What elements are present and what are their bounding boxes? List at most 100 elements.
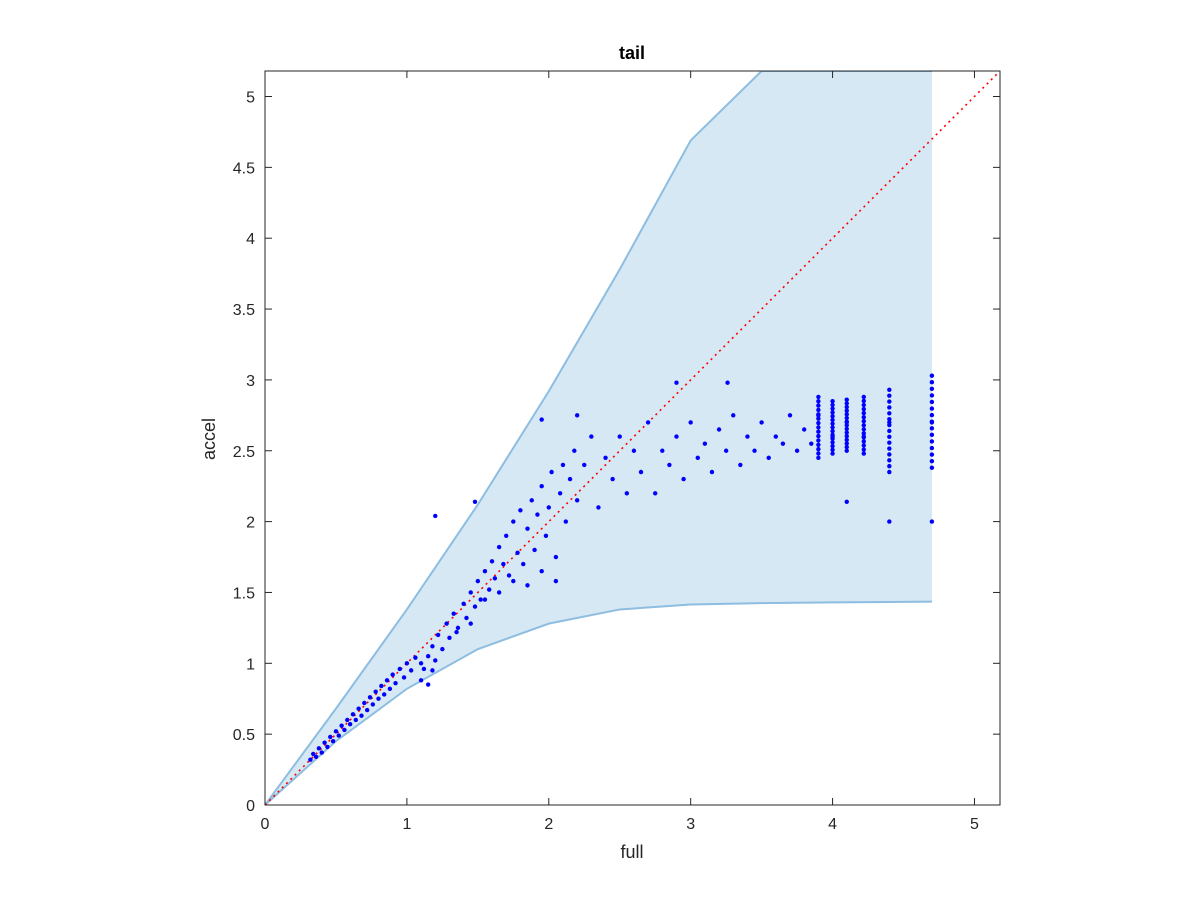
data-point xyxy=(342,727,347,733)
data-point xyxy=(725,380,730,385)
data-point xyxy=(830,451,835,456)
data-point xyxy=(929,439,935,444)
data-point xyxy=(404,661,410,666)
data-point xyxy=(816,446,821,452)
data-point xyxy=(929,426,935,431)
data-point xyxy=(929,519,935,524)
chart-title: tail xyxy=(619,43,645,63)
data-point xyxy=(830,402,835,408)
data-point xyxy=(816,420,821,426)
data-point xyxy=(844,448,849,453)
data-point xyxy=(844,441,849,446)
data-point xyxy=(356,706,361,711)
data-point xyxy=(478,597,483,602)
data-point xyxy=(435,632,441,638)
data-point xyxy=(553,578,559,584)
data-point xyxy=(844,437,849,443)
data-point xyxy=(418,661,424,666)
data-point xyxy=(861,414,866,420)
data-point xyxy=(844,404,849,410)
data-point xyxy=(816,455,821,461)
data-point xyxy=(861,427,866,432)
data-point xyxy=(603,455,608,461)
data-point xyxy=(359,713,364,718)
y-axis-label: accel xyxy=(199,418,219,460)
y-tick-label: 5 xyxy=(246,90,255,107)
data-point xyxy=(574,413,580,418)
data-point xyxy=(830,440,835,445)
data-point xyxy=(433,658,438,663)
data-point xyxy=(861,423,866,428)
data-point xyxy=(830,436,835,441)
data-point xyxy=(844,412,849,417)
data-point xyxy=(929,432,935,438)
data-point xyxy=(830,406,835,411)
data-point xyxy=(830,425,835,430)
data-point xyxy=(370,702,376,707)
data-point xyxy=(816,399,821,404)
data-point xyxy=(830,413,835,419)
data-point xyxy=(421,666,427,672)
data-point xyxy=(830,447,835,453)
data-point xyxy=(367,695,373,700)
data-point xyxy=(539,568,544,574)
y-tick-label: 4.5 xyxy=(233,160,255,177)
data-point xyxy=(816,429,821,434)
data-point xyxy=(539,483,544,489)
data-point xyxy=(390,672,395,677)
data-point xyxy=(379,683,384,689)
data-point xyxy=(589,434,594,439)
data-point xyxy=(454,629,459,635)
data-point xyxy=(887,434,892,439)
data-point xyxy=(440,646,445,652)
data-point xyxy=(543,533,549,538)
data-point xyxy=(336,733,341,738)
data-point xyxy=(645,420,651,425)
data-point xyxy=(472,499,478,504)
data-point xyxy=(316,746,322,751)
data-point xyxy=(830,421,835,426)
data-point xyxy=(929,452,935,457)
data-point xyxy=(496,590,502,595)
x-tick-label: 3 xyxy=(686,816,695,833)
data-point xyxy=(752,448,757,453)
data-point xyxy=(373,689,378,694)
data-point xyxy=(322,740,327,745)
data-point xyxy=(731,413,736,418)
data-point xyxy=(455,625,461,631)
data-point xyxy=(482,597,488,602)
data-point xyxy=(702,441,708,446)
data-point xyxy=(844,430,849,435)
data-point xyxy=(844,401,849,406)
data-point xyxy=(929,399,935,405)
data-point xyxy=(535,512,540,517)
data-point xyxy=(844,397,849,402)
data-point xyxy=(660,448,665,453)
data-point xyxy=(444,621,449,626)
data-point xyxy=(929,373,935,378)
axes: 0 1 2 3 4 5 0 0.5 1 1.5 2 2.5 3 3.5 4 4.5 5 xyxy=(233,70,1001,833)
data-point xyxy=(844,426,849,432)
data-point xyxy=(844,433,849,439)
data-point xyxy=(339,723,344,728)
data-point xyxy=(809,441,814,446)
band-lower-edge xyxy=(265,600,932,805)
data-point xyxy=(313,754,319,760)
data-point xyxy=(844,408,849,413)
data-point xyxy=(830,443,835,449)
data-point xyxy=(861,402,866,408)
data-point xyxy=(844,415,849,421)
data-point xyxy=(887,519,892,524)
data-point xyxy=(496,544,502,550)
data-point xyxy=(929,406,935,411)
y-tick-label: 2 xyxy=(246,515,255,532)
data-point xyxy=(816,433,821,439)
data-point xyxy=(887,411,892,416)
data-point xyxy=(766,455,771,461)
data-point xyxy=(546,505,551,510)
data-point xyxy=(433,513,438,519)
data-point xyxy=(861,447,866,452)
data-point xyxy=(638,469,644,475)
data-point xyxy=(451,611,456,616)
data-point xyxy=(518,508,523,513)
